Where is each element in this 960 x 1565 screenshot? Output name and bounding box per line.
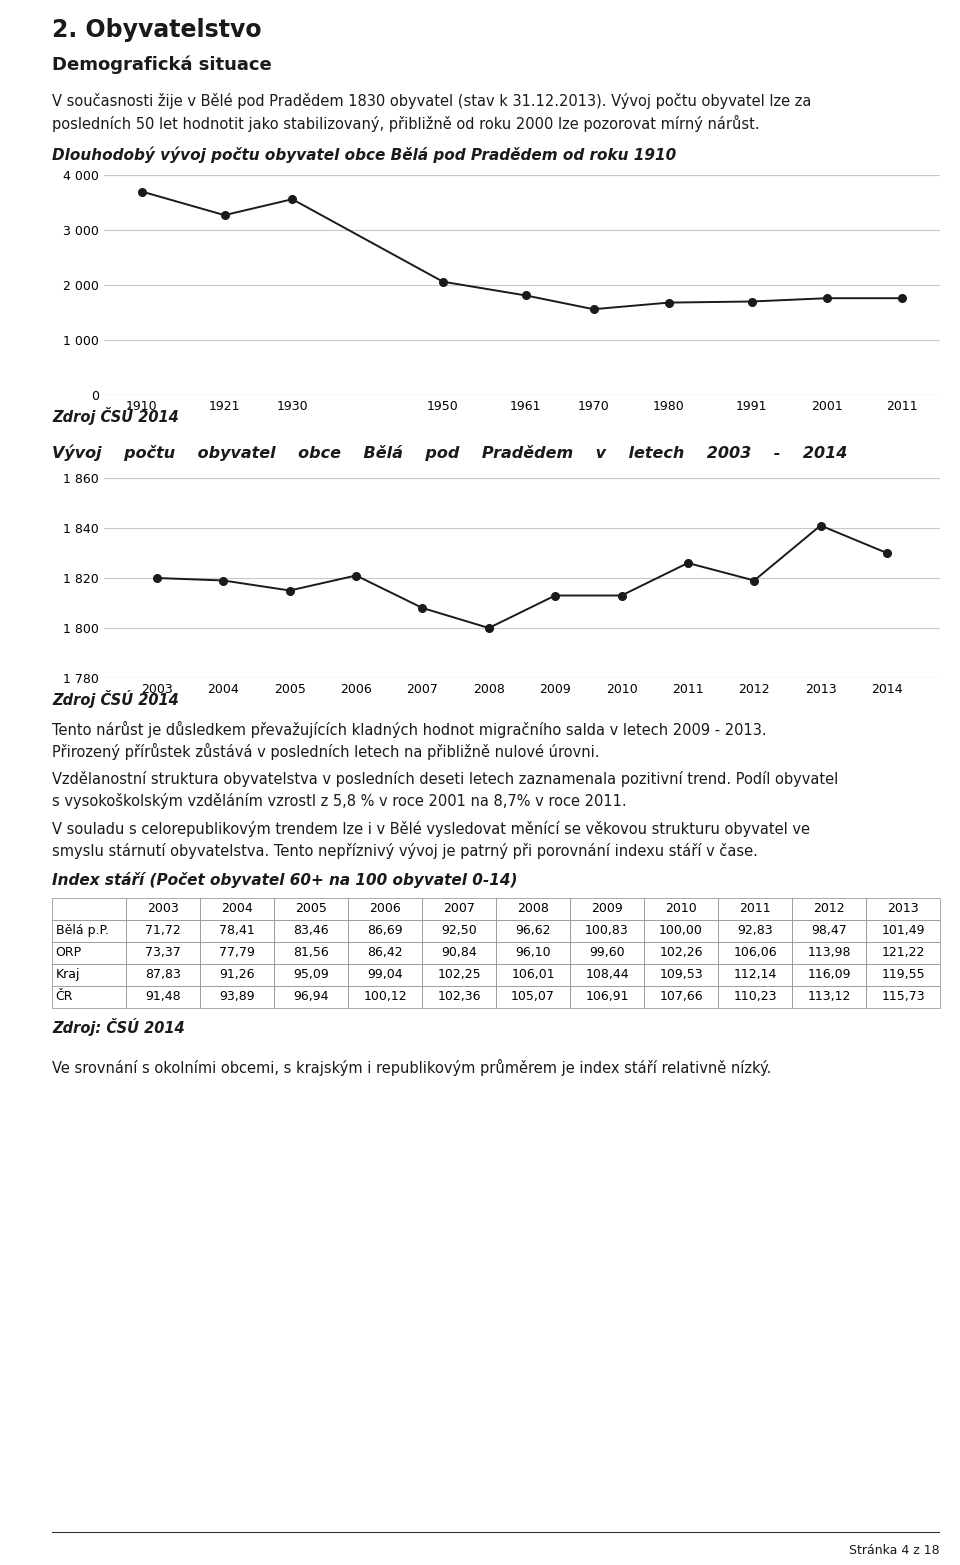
Text: Tento nárůst je důsledkem převažujících kladných hodnot migračního salda v letec: Tento nárůst je důsledkem převažujících … [52, 720, 767, 737]
Text: Demografická situace: Demografická situace [52, 56, 272, 74]
Text: Zdroj ČSÚ 2014: Zdroj ČSÚ 2014 [52, 407, 179, 426]
Text: Dlouhodobý vývoj počtu obyvatel obce Bělá pod Pradědem od roku 1910: Dlouhodobý vývoj počtu obyvatel obce Běl… [52, 147, 676, 163]
Text: Ve srovnání s okolními obcemi, s krajským i republikovým průměrem je index stáří: Ve srovnání s okolními obcemi, s krajský… [52, 1058, 772, 1075]
Text: smyslu stárnutí obyvatelstva. Tento nepříznivý vývoj je patrný při porovnání ind: smyslu stárnutí obyvatelstva. Tento nepř… [52, 844, 757, 859]
Text: Zdroj ČSÚ 2014: Zdroj ČSÚ 2014 [52, 690, 179, 707]
Text: Index stáří (Počet obyvatel 60+ na 100 obyvatel 0-14): Index stáří (Počet obyvatel 60+ na 100 o… [52, 872, 517, 887]
Text: Vzdělanostní struktura obyvatelstva v posledních deseti letech zaznamenala pozit: Vzdělanostní struktura obyvatelstva v po… [52, 772, 838, 787]
Text: 2. Obyvatelstvo: 2. Obyvatelstvo [52, 19, 262, 42]
Text: Zdroj: ČSÚ 2014: Zdroj: ČSÚ 2014 [52, 1017, 184, 1036]
Text: Vývoj    počtu    obyvatel    obce    Bělá    pod    Pradědem    v    letech    : Vývoj počtu obyvatel obce Bělá pod Pradě… [52, 444, 848, 462]
Text: s vysokoškolským vzděláním vzrostl z 5,8 % v roce 2001 na 8,7% v roce 2011.: s vysokoškolským vzděláním vzrostl z 5,8… [52, 793, 627, 809]
Text: Přirozený přírůstek zůstává v posledních letech na přibližně nulové úrovni.: Přirozený přírůstek zůstává v posledních… [52, 742, 599, 759]
Text: Stránka 4 z 18: Stránka 4 z 18 [850, 1545, 940, 1557]
Text: posledních 50 let hodnotit jako stabilizovaný, přibližně od roku 2000 lze pozoro: posledních 50 let hodnotit jako stabiliz… [52, 114, 759, 131]
Text: V současnosti žije v Bělé pod Pradědem 1830 obyvatel (stav k 31.12.2013). Vývoj : V současnosti žije v Bělé pod Pradědem 1… [52, 92, 811, 110]
Text: V souladu s celorepublikovým trendem lze i v Bělé vysledovat měnící se věkovou s: V souladu s celorepublikovým trendem lze… [52, 822, 810, 837]
